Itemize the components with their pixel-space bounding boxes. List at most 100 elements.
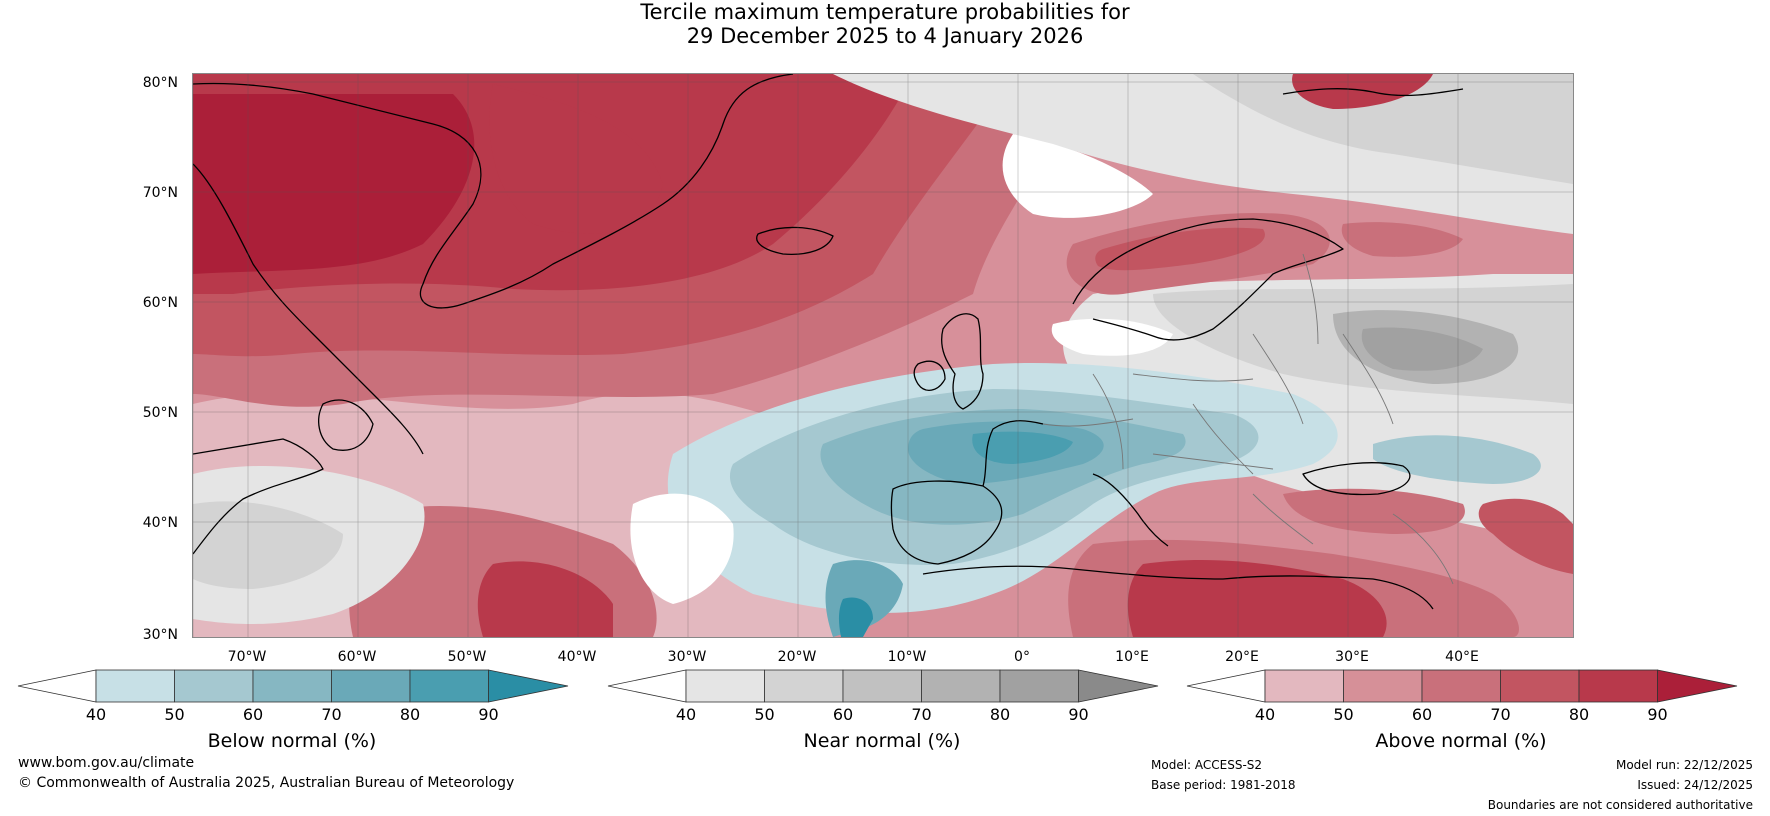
legend-near-tick-80: 80	[989, 705, 1011, 724]
map-canvas	[193, 74, 1573, 637]
footer-disclaimer: Boundaries are not considered authoritat…	[1487, 798, 1753, 812]
legend-near-seg-5	[999, 669, 1079, 703]
below-band-80	[972, 431, 1073, 464]
white-patch-central	[630, 493, 734, 604]
below-band-50-east	[1373, 435, 1541, 484]
coast-france	[982, 420, 1044, 487]
legend-near-title: Near normal (%)	[803, 730, 961, 752]
legend-above-seg-3	[1421, 669, 1501, 703]
legend-near-tick-70: 70	[911, 705, 932, 724]
country-borders	[1042, 253, 1454, 585]
border-4	[1192, 403, 1254, 475]
title-line-1: Tercile maximum temperature probabilitie…	[640, 0, 1130, 24]
lon-label-10w: 10°W	[887, 649, 927, 665]
border-1	[1042, 418, 1134, 427]
border-7	[1152, 453, 1274, 470]
lat-label-60n: 60°N	[142, 295, 178, 311]
probability-map	[192, 73, 1574, 638]
legend-near-bar	[607, 669, 1159, 703]
coast-iberia	[890, 480, 1003, 565]
legend-below-seg-3	[252, 669, 332, 703]
coast-italy	[1092, 473, 1169, 547]
title-line-2: 29 December 2025 to 4 January 2026	[686, 24, 1084, 48]
legend-below-seg-0	[17, 669, 97, 703]
legend-below-tick-70: 70	[321, 705, 342, 724]
legend-below-seg-5	[409, 669, 489, 703]
legend-above-tick-50: 50	[1333, 705, 1354, 724]
border-6	[1342, 333, 1394, 425]
coast-arctic-russia	[1282, 88, 1464, 97]
lat-label-70n: 70°N	[142, 185, 178, 201]
legend-above-seg-0	[1186, 669, 1266, 703]
graticule	[193, 74, 1573, 637]
border-2	[1092, 373, 1124, 470]
legend-near-seg-3	[842, 669, 922, 703]
above-band-80-mid	[489, 84, 663, 234]
lon-label-0: 0°	[1014, 649, 1030, 665]
lon-label-30w: 30°W	[667, 649, 707, 665]
coast-scandinavia	[1072, 218, 1344, 341]
lon-label-40w: 40°W	[557, 649, 597, 665]
coast-uk	[941, 313, 984, 410]
lon-label-20w: 20°W	[777, 649, 817, 665]
border-5	[1252, 333, 1304, 425]
legend-below-tick-40: 40	[85, 705, 107, 724]
coast-ireland	[913, 360, 946, 391]
legend-below-normal	[17, 669, 569, 705]
lon-label-30e: 30°E	[1335, 649, 1369, 665]
legend-near-normal	[607, 669, 1159, 705]
border-10	[1392, 513, 1454, 585]
lon-label-70w: 70°W	[227, 649, 267, 665]
legend-below-seg-6	[488, 669, 569, 703]
legend-below-bar	[17, 669, 569, 703]
legend-near-tick-40: 40	[675, 705, 697, 724]
legend-above-tick-40: 40	[1254, 705, 1276, 724]
legend-below-seg-2	[174, 669, 254, 703]
legend-near-seg-6	[1078, 669, 1159, 703]
legend-above-bar	[1186, 669, 1738, 703]
above-band-80-arctic	[1292, 74, 1433, 109]
coast-newfoundland	[318, 399, 374, 451]
legend-above-seg-1	[1264, 669, 1344, 703]
coast-greenland	[193, 74, 794, 309]
near-band-50-north	[1193, 74, 1573, 184]
border-9	[1302, 253, 1319, 345]
legend-above-tick-60: 60	[1411, 705, 1433, 724]
legend-below-tick-50: 50	[164, 705, 185, 724]
border-3	[1132, 373, 1254, 382]
legend-below-tick-90: 90	[478, 705, 499, 724]
lat-label-50n: 50°N	[142, 405, 178, 421]
footer-base-period: Base period: 1981-2018	[1151, 778, 1296, 792]
above-band-80-africa	[1127, 559, 1387, 637]
legend-above-seg-2	[1343, 669, 1423, 703]
footer-model: Model: ACCESS-S2	[1151, 758, 1263, 772]
footer-website[interactable]: www.bom.gov.au/climate	[18, 755, 195, 771]
lat-label-40n: 40°N	[142, 515, 178, 531]
lon-label-10e: 10°E	[1115, 649, 1149, 665]
legend-below-tick-60: 60	[242, 705, 264, 724]
legend-above-seg-6	[1657, 669, 1738, 703]
lat-label-30n: 30°N	[142, 627, 178, 643]
above-band-80-south	[477, 561, 613, 637]
footer-copyright: © Commonwealth of Australia 2025, Austra…	[18, 775, 515, 791]
legend-below-tick-80: 80	[399, 705, 421, 724]
legend-above-tick-80: 80	[1568, 705, 1590, 724]
legend-above-seg-4	[1500, 669, 1580, 703]
lon-label-20e: 20°E	[1225, 649, 1259, 665]
near-band-80-russia	[1361, 327, 1483, 371]
legend-near-seg-1	[685, 669, 765, 703]
lon-label-50w: 50°W	[447, 649, 487, 665]
legend-near-seg-2	[764, 669, 844, 703]
footer-issued: Issued: 24/12/2025	[1637, 778, 1753, 792]
lat-label-80n: 80°N	[142, 75, 178, 91]
legend-below-title: Below normal (%)	[207, 730, 377, 752]
legend-above-tick-90: 90	[1647, 705, 1668, 724]
coast-north-africa	[922, 565, 1434, 610]
coast-labrador	[193, 163, 424, 455]
coast-north-america	[193, 438, 324, 555]
coastlines	[193, 74, 1464, 610]
above-band-70-norway	[1095, 227, 1265, 271]
above-band-60-turkey	[1283, 488, 1465, 534]
near-band-50-west	[193, 501, 343, 589]
below-band-90-iberia	[838, 597, 873, 637]
